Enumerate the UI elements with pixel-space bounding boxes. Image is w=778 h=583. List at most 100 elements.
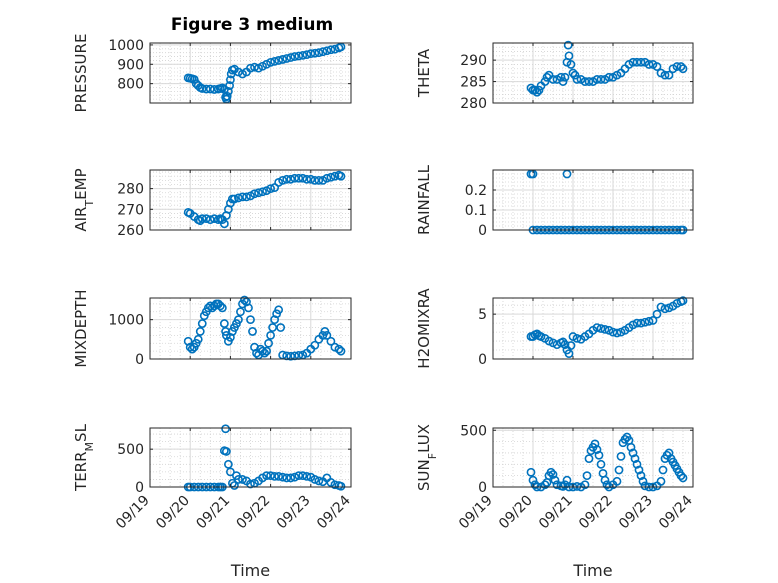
data-point <box>262 346 271 356</box>
data-point <box>274 472 284 481</box>
data-point <box>564 51 574 61</box>
y-tick-label: 270 <box>117 202 144 218</box>
subplot-3: 260 270 280 AIRTEMP <box>72 168 352 239</box>
tick-marks <box>492 43 694 104</box>
data-point <box>294 51 304 61</box>
data-point <box>334 344 344 354</box>
tick-marks <box>492 428 694 488</box>
data-series <box>183 424 346 492</box>
data-point <box>630 454 640 464</box>
data-point <box>215 301 225 311</box>
data-point <box>278 55 288 64</box>
data-point <box>270 472 280 481</box>
data-point <box>616 451 626 461</box>
data-point <box>246 315 255 325</box>
data-point <box>274 305 284 315</box>
data-point <box>540 480 550 490</box>
data-point <box>530 85 540 95</box>
data-point <box>240 295 249 305</box>
data-point <box>584 77 594 86</box>
data-point <box>330 480 340 490</box>
data-point <box>302 472 312 481</box>
y-axis-label: H2OMIXRA <box>415 288 433 369</box>
data-point <box>584 454 594 464</box>
data-point <box>636 57 646 67</box>
y-tick-label: 285 <box>460 75 487 91</box>
y-tick-label: 1000 <box>108 38 144 54</box>
tick-marks <box>149 428 352 488</box>
x-tick-label: 09/20 <box>496 493 536 533</box>
data-point <box>564 349 574 359</box>
data-point <box>640 481 650 491</box>
y-tick-label: 800 <box>117 77 144 93</box>
y-tick-label: 500 <box>460 423 487 439</box>
data-point <box>314 48 324 58</box>
data-series <box>183 295 346 361</box>
data-point <box>534 85 544 95</box>
data-point <box>558 482 568 491</box>
data-point <box>266 330 275 340</box>
y-axis-label: MIXDEPTH <box>72 289 90 367</box>
data-point <box>195 327 205 336</box>
data-point <box>290 472 300 482</box>
data-point <box>326 172 336 182</box>
data-point <box>648 316 658 325</box>
data-point <box>336 346 346 356</box>
data-point <box>336 171 346 181</box>
y-axis-label: RAINFALL <box>415 164 433 235</box>
data-point <box>548 470 558 479</box>
data-series <box>183 170 346 229</box>
data-point <box>278 175 288 185</box>
data-point <box>197 214 207 224</box>
data-point <box>322 173 332 183</box>
data-series <box>183 42 346 104</box>
axes-box <box>149 169 352 231</box>
data-point <box>322 46 332 56</box>
data-point <box>592 445 602 454</box>
tick-marks <box>492 298 694 360</box>
data-point <box>193 334 203 344</box>
data-point <box>290 173 300 183</box>
data-point <box>266 57 275 67</box>
data-point <box>570 70 580 80</box>
data-point <box>656 476 666 486</box>
axes-box <box>149 297 352 360</box>
data-series <box>526 432 688 492</box>
data-point <box>197 84 207 93</box>
data-point <box>219 219 229 229</box>
data-point <box>580 480 590 490</box>
subplot-6: 0 5 H2OMIXRA <box>415 288 694 369</box>
data-point <box>318 47 328 57</box>
data-point <box>526 467 536 477</box>
y-tick-label: 0 <box>478 352 487 368</box>
data-point <box>678 296 688 306</box>
x-tick-label: 09/20 <box>153 493 193 533</box>
data-point <box>225 81 234 90</box>
data-series <box>526 40 688 97</box>
data-point <box>596 75 606 84</box>
subplot-4: 0 0.1 0.2 RAINFALL <box>415 164 694 239</box>
data-point <box>209 214 219 224</box>
data-point <box>274 56 284 65</box>
data-point <box>222 91 232 101</box>
data-point <box>221 424 230 434</box>
axes-box <box>492 427 694 488</box>
data-point <box>282 473 292 483</box>
data-point <box>660 70 670 80</box>
data-point <box>187 344 197 354</box>
data-point <box>568 68 578 78</box>
data-point <box>310 48 320 58</box>
y-tick-label: 0 <box>478 480 487 496</box>
data-point <box>286 174 296 184</box>
data-point <box>219 319 229 328</box>
y-axis-label: PRESSURE <box>72 34 90 113</box>
data-point <box>560 340 570 350</box>
data-point <box>234 193 243 203</box>
data-point <box>250 189 259 199</box>
data-point <box>678 64 688 74</box>
data-point <box>600 475 610 485</box>
data-point <box>614 465 624 475</box>
data-point <box>556 72 566 82</box>
data-point <box>302 174 312 184</box>
data-point <box>298 50 308 60</box>
